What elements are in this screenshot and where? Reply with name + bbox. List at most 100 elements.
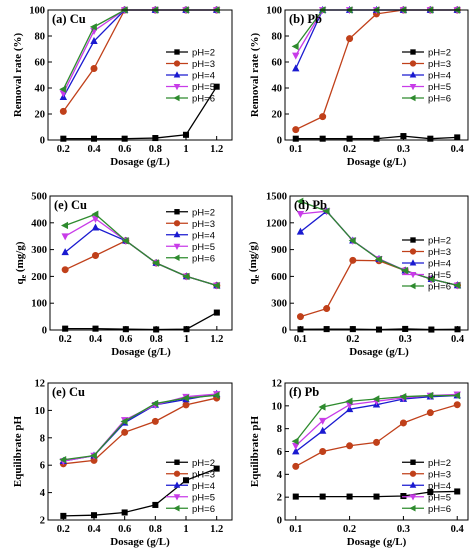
legend-label: pH=2	[192, 458, 215, 469]
y-tick-label: 300	[271, 299, 287, 310]
y-tick-label: 100	[29, 6, 45, 17]
marker	[409, 271, 417, 279]
legend-label: pH=2	[192, 48, 215, 59]
marker	[90, 135, 98, 142]
y-tick-label: 60	[272, 58, 283, 69]
x-tick-label: 0.8	[150, 334, 163, 345]
marker	[399, 419, 407, 427]
x-axis-label: Dosage (g/L)	[349, 346, 409, 358]
marker	[213, 465, 220, 472]
marker	[120, 417, 128, 426]
y-tick-label: 40	[35, 84, 46, 95]
marker	[174, 209, 180, 215]
x-tick-label: 0.6	[119, 334, 132, 345]
series-line	[63, 468, 217, 517]
y-axis-label: qe (mg/g)	[14, 241, 28, 284]
marker	[152, 135, 159, 142]
marker	[90, 65, 98, 73]
plot-frame	[289, 195, 469, 331]
legend-label: pH=4	[192, 230, 215, 241]
y-tick-label: 6	[40, 461, 45, 472]
y-tick-label: 300	[31, 245, 47, 256]
y-tick-label: 20	[35, 110, 46, 121]
marker	[121, 135, 128, 142]
y-tick-label: 1200	[266, 218, 287, 229]
x-tick-label: 0.4	[87, 524, 101, 535]
legend-label: pH=4	[428, 481, 451, 492]
x-axis-label: Dosage (g/L)	[347, 156, 407, 168]
legend-label: pH=6	[192, 94, 215, 105]
marker	[319, 113, 327, 121]
marker	[182, 272, 190, 281]
x-tick-label: 0.2	[343, 144, 356, 155]
marker	[346, 35, 354, 43]
marker	[401, 266, 409, 275]
y-tick-label: 0	[277, 516, 282, 527]
x-tick-label: 0.1	[289, 524, 302, 535]
legend-label: pH=5	[192, 242, 215, 253]
marker	[410, 49, 416, 55]
y-axis-label: Equilibrate pH	[249, 415, 261, 487]
legend-label: pH=5	[192, 492, 215, 503]
series-line	[63, 397, 217, 465]
marker	[59, 107, 67, 115]
marker	[373, 493, 380, 500]
y-tick-label: 8	[40, 433, 45, 444]
marker	[410, 459, 416, 465]
legend-label: pH=6	[428, 282, 451, 293]
marker	[400, 493, 407, 500]
legend-label: pH=3	[428, 469, 451, 480]
x-tick-label: 1.2	[210, 524, 223, 535]
y-tick-label: 0	[282, 326, 287, 337]
plot-frame	[47, 9, 233, 141]
marker	[153, 326, 160, 333]
marker	[151, 417, 159, 425]
marker	[173, 60, 181, 67]
marker	[349, 326, 356, 333]
marker	[346, 493, 353, 500]
legend-label: pH=6	[192, 253, 215, 264]
marker	[454, 134, 461, 141]
y-tick-label: 12	[272, 379, 283, 390]
marker	[92, 325, 99, 332]
marker	[348, 236, 356, 245]
marker	[292, 52, 300, 60]
marker	[173, 71, 181, 78]
x-tick-label: 1.2	[210, 334, 223, 345]
marker	[374, 255, 382, 264]
y-axis-label-part: (mg/g)	[247, 241, 259, 275]
y-tick-label: 200	[31, 272, 47, 283]
panel-title: (e) Cu	[52, 385, 85, 399]
x-axis-label: Dosage (g/L)	[347, 536, 407, 548]
marker	[212, 391, 220, 400]
marker	[89, 23, 97, 31]
marker	[62, 325, 69, 332]
marker	[426, 409, 434, 417]
x-tick-label: 0.2	[57, 524, 70, 535]
marker	[174, 49, 180, 55]
legend-label: pH=5	[428, 492, 451, 503]
x-tick-label: 0.3	[397, 524, 410, 535]
legend-label: pH=2	[428, 236, 451, 247]
marker	[318, 417, 327, 425]
marker	[292, 447, 300, 455]
y-tick-label: 2	[40, 516, 45, 527]
marker	[59, 85, 67, 93]
marker	[121, 428, 129, 436]
marker	[90, 512, 98, 519]
legend-label: pH=2	[192, 207, 215, 218]
legend-label: pH=3	[428, 59, 451, 70]
panel-title: (a) Cu	[52, 12, 86, 26]
marker	[409, 83, 417, 91]
marker	[346, 135, 353, 142]
marker	[409, 259, 417, 266]
plot-frame	[284, 382, 469, 521]
marker	[399, 393, 407, 401]
y-axis-label-part: (mg/g)	[14, 241, 26, 275]
marker	[60, 135, 67, 142]
x-tick-label: 0.8	[149, 144, 162, 155]
y-tick-label: 400	[31, 218, 47, 229]
marker	[183, 326, 190, 333]
y-tick-label: 10	[272, 401, 283, 412]
marker	[213, 83, 220, 90]
